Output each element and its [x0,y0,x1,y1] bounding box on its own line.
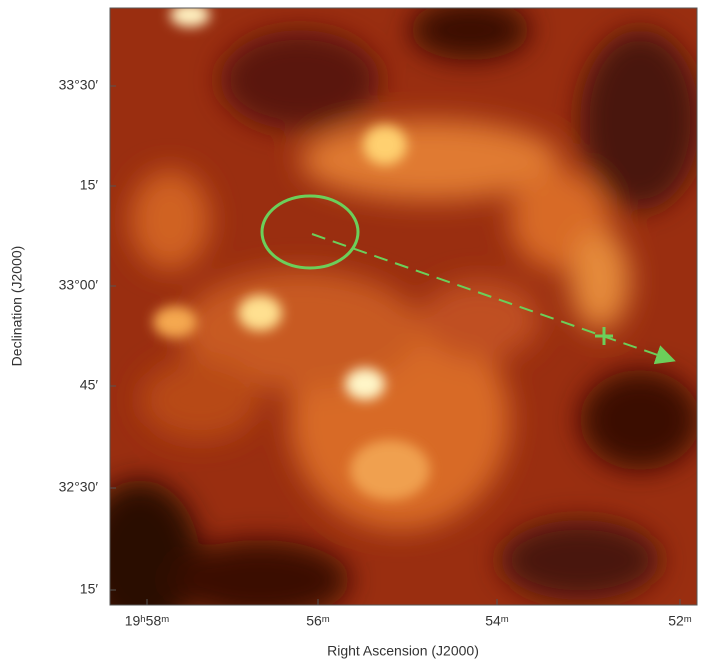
figure: Declination (J2000) Right Ascension (J20… [0,0,703,666]
y-tick-label: 15′ [80,581,99,597]
y-tick-label: 33°30′ [59,77,99,93]
y-tick-label: 45′ [80,377,99,393]
x-axis-label: Right Ascension (J2000) [327,643,479,659]
x-tick-label: 52ᵐ [668,613,692,629]
y-tick-label: 33°00′ [59,277,99,293]
y-axis-label: Declination (J2000) [9,246,25,367]
x-tick-label: 54ᵐ [485,613,509,629]
y-tick-label: 32°30′ [59,479,99,495]
sky-image [80,0,700,640]
x-tick-label: 56ᵐ [306,613,330,629]
y-tick-label: 15′ [80,177,99,193]
x-tick-label: 19ʰ58ᵐ [125,613,170,629]
